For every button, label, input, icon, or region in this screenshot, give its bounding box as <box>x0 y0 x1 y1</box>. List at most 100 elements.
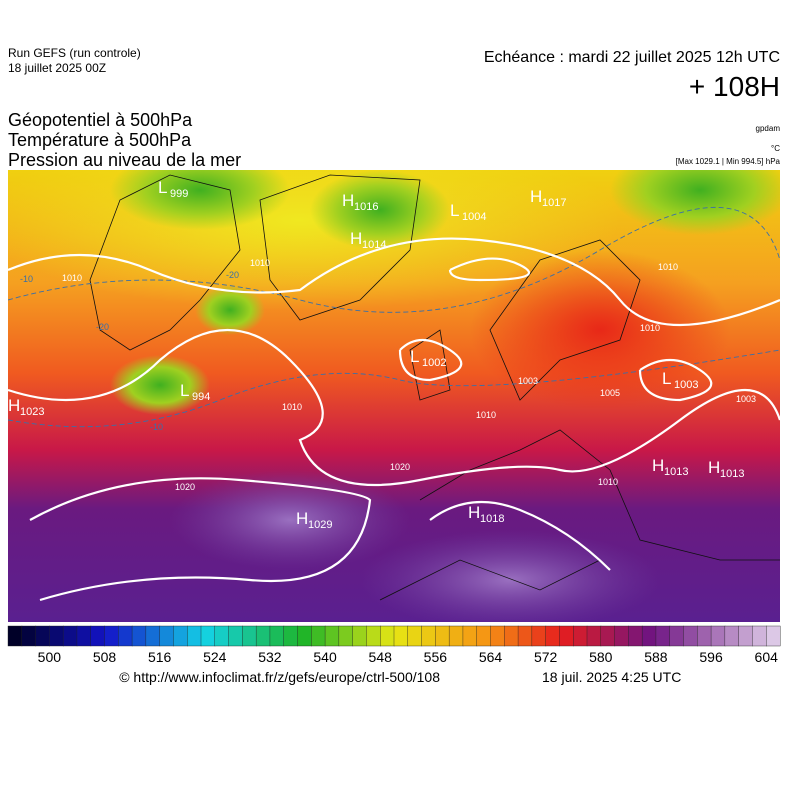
temperature-label: -10 <box>20 274 33 284</box>
colorbar-swatch <box>324 625 340 647</box>
center-value: 1002 <box>422 357 446 369</box>
center-value: 1013 <box>664 466 688 478</box>
colorbar-tick-label: 532 <box>258 649 282 665</box>
generated-time: 18 juil. 2025 4:25 UTC <box>542 669 681 685</box>
colorbar-tick-label: 516 <box>148 649 172 665</box>
colorbar-swatch <box>393 625 409 647</box>
colorbar-swatch <box>62 625 78 647</box>
colorbar-swatch <box>435 625 450 647</box>
colorbar-swatch <box>187 625 202 647</box>
center-value: 1013 <box>720 468 744 480</box>
unit: gpdam <box>756 124 781 133</box>
colorbar-swatch <box>476 625 492 647</box>
isobar-label: 1010 <box>598 477 618 487</box>
valid-time: Echéance : mardi 22 juillet 2025 12h UTC <box>484 49 780 66</box>
colorbar-swatch <box>421 625 436 647</box>
colorbar-swatch <box>228 625 243 647</box>
colorbar-swatch <box>118 625 133 647</box>
colorbar-tick-label: 588 <box>644 649 668 665</box>
isobar-label: 1010 <box>658 262 678 272</box>
unit: [Max 1029.1 | Min 994.5] hPa <box>676 157 781 166</box>
colorbar-swatch <box>35 625 50 647</box>
center-value: 1003 <box>674 379 698 391</box>
colorbar-swatch <box>683 625 698 647</box>
colorbar-swatch <box>697 625 712 647</box>
center-type: H <box>530 187 542 206</box>
colorbar-tick-label: 508 <box>93 649 117 665</box>
center-type: L <box>180 381 189 400</box>
isobar-label: 1020 <box>175 482 195 492</box>
colorbar-tick-label: 524 <box>203 649 227 665</box>
source: © http://www.infoclimat.fr/z/gefs/europe… <box>119 669 440 685</box>
colorbar-swatch <box>145 625 161 647</box>
colorbar-swatch <box>352 625 367 647</box>
center-type: L <box>450 201 459 220</box>
center-type: H <box>342 191 354 210</box>
colorbar-swatch <box>600 625 616 647</box>
center-type: H <box>8 396 20 415</box>
center-value: 994 <box>192 391 210 403</box>
center-value: 1029 <box>308 519 332 531</box>
colorbar-swatch <box>517 625 533 647</box>
run-date: 18 juillet 2025 00Z <box>8 61 106 75</box>
colorbar-swatch <box>586 625 602 647</box>
colorbar-swatch <box>49 625 64 647</box>
center-type: H <box>652 456 664 475</box>
colorbar-tick-label: 572 <box>534 649 558 665</box>
colorbar-tick-label: 564 <box>479 649 503 665</box>
colorbar-swatch <box>90 625 106 647</box>
center-type: H <box>350 229 362 248</box>
isobar-label: 1010 <box>250 258 270 268</box>
colorbar-swatch <box>159 625 174 647</box>
temperature-label: -20 <box>96 322 109 332</box>
colorbar-swatch <box>462 625 478 647</box>
colorbar-swatch <box>269 625 285 647</box>
colorbar-swatch <box>738 625 753 647</box>
colorbar-swatch <box>448 625 464 647</box>
colorbar-swatch <box>255 625 271 647</box>
colorbar-swatch <box>131 625 147 647</box>
colorbar-swatch <box>338 625 354 647</box>
colorbar-swatch <box>366 625 381 647</box>
colorbar-swatch <box>573 625 588 647</box>
colorbar-swatch <box>614 625 629 647</box>
temperature-label: -20 <box>226 270 239 280</box>
field: Géopotentiel à 500hPa <box>8 110 193 130</box>
colorbar-tick-label: 596 <box>699 649 723 665</box>
colorbar-swatch <box>766 625 781 647</box>
center-value: 1018 <box>480 513 504 525</box>
colorbar-swatch <box>407 625 423 647</box>
unit: °C <box>771 144 780 153</box>
center-type: L <box>158 178 167 197</box>
colorbar-swatch <box>297 625 312 647</box>
colorbar-swatch <box>214 625 230 647</box>
colorbar-swatch <box>283 625 299 647</box>
colorbar-swatch <box>7 625 23 647</box>
center-type: H <box>468 503 480 522</box>
center-type: H <box>296 509 308 528</box>
colorbar-tick-label: 548 <box>369 649 393 665</box>
colorbar-swatch <box>504 625 519 647</box>
colorbar-swatch <box>242 625 257 647</box>
center-value: 1016 <box>354 201 378 213</box>
colorbar-swatch <box>710 625 726 647</box>
colorbar-tick-label: 604 <box>755 649 779 665</box>
isobar-label: 1010 <box>640 323 660 333</box>
colorbar-swatch <box>173 625 188 647</box>
colorbar-swatch <box>311 625 326 647</box>
colorbar-swatch <box>545 625 560 647</box>
colorbar-swatch <box>490 625 505 647</box>
lead-time: + 108H <box>689 71 780 102</box>
colorbar-swatch <box>76 625 92 647</box>
colorbar-swatch <box>21 625 37 647</box>
center-type: L <box>662 369 671 388</box>
isobar-label: 1020 <box>390 462 410 472</box>
isobar-label: 1005 <box>600 388 620 398</box>
colorbar-swatch <box>655 625 671 647</box>
center-type: H <box>708 458 720 477</box>
colorbar-swatch <box>104 625 119 647</box>
center-value: 1023 <box>20 406 44 418</box>
map <box>8 170 780 622</box>
colorbar-tick-label: 540 <box>313 649 337 665</box>
